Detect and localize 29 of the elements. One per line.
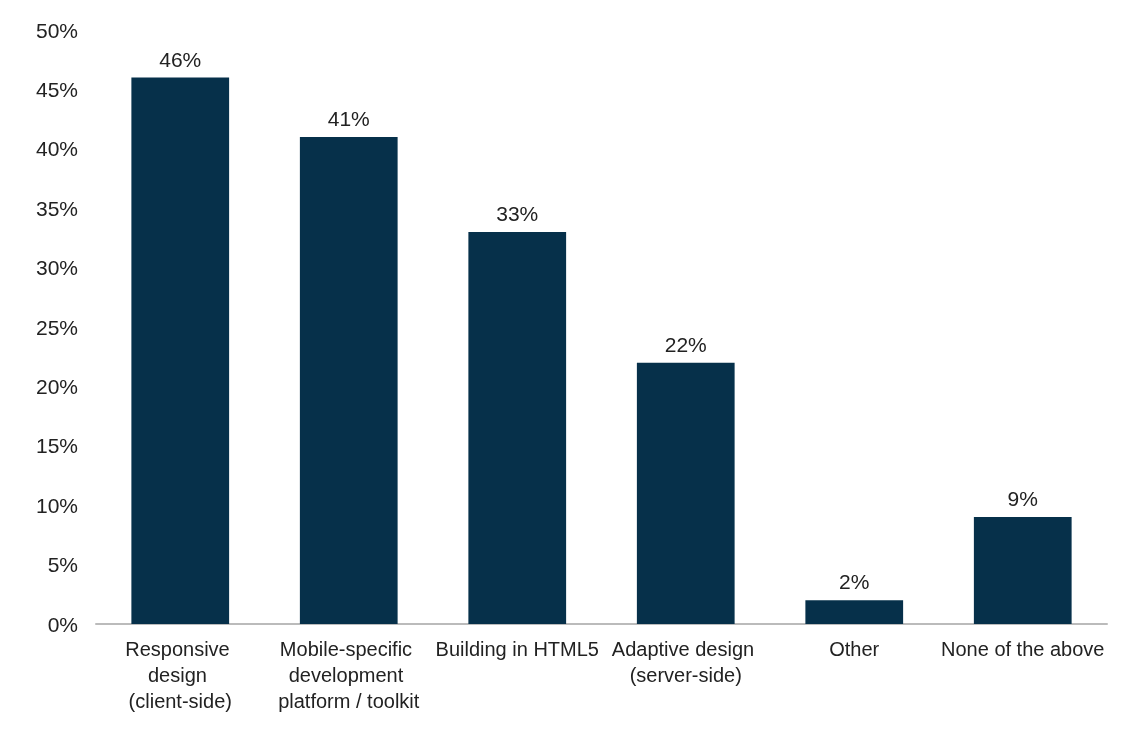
y-tick-label: 0% — [47, 612, 78, 636]
data-label: 22% — [664, 332, 707, 356]
x-tick-label: Mobile-specific development platform / toolkit — [278, 638, 420, 712]
y-tick-label: 10% — [35, 493, 78, 517]
bar — [131, 77, 230, 624]
y-tick-label: 35% — [35, 196, 78, 220]
bar — [973, 517, 1072, 624]
y-tick-label: 25% — [35, 315, 78, 339]
x-tick-label: None of the above — [941, 638, 1105, 660]
y-tick-label: 30% — [35, 256, 78, 280]
y-tick-label: 40% — [35, 137, 78, 161]
y-tick-label: 20% — [35, 374, 78, 398]
data-label: 46% — [159, 47, 202, 71]
bar — [805, 600, 904, 624]
x-tick-label: Building in HTML5 — [435, 638, 599, 660]
x-tick-label: Responsive design (client-side) — [125, 638, 236, 712]
y-tick-label: 15% — [35, 434, 78, 458]
bar — [468, 231, 567, 624]
bar — [636, 362, 735, 624]
x-tick-label: Other — [829, 638, 880, 660]
bar — [299, 136, 398, 624]
data-label: 9% — [1007, 487, 1038, 511]
y-tick-label: 45% — [35, 77, 78, 101]
data-label: 41% — [327, 106, 370, 130]
y-tick-label: 5% — [47, 553, 78, 577]
data-label: 33% — [496, 201, 539, 225]
data-label: 2% — [839, 570, 870, 594]
y-tick-label: 50% — [35, 18, 78, 42]
x-tick-label: Adaptive design (server-side) — [611, 638, 760, 686]
